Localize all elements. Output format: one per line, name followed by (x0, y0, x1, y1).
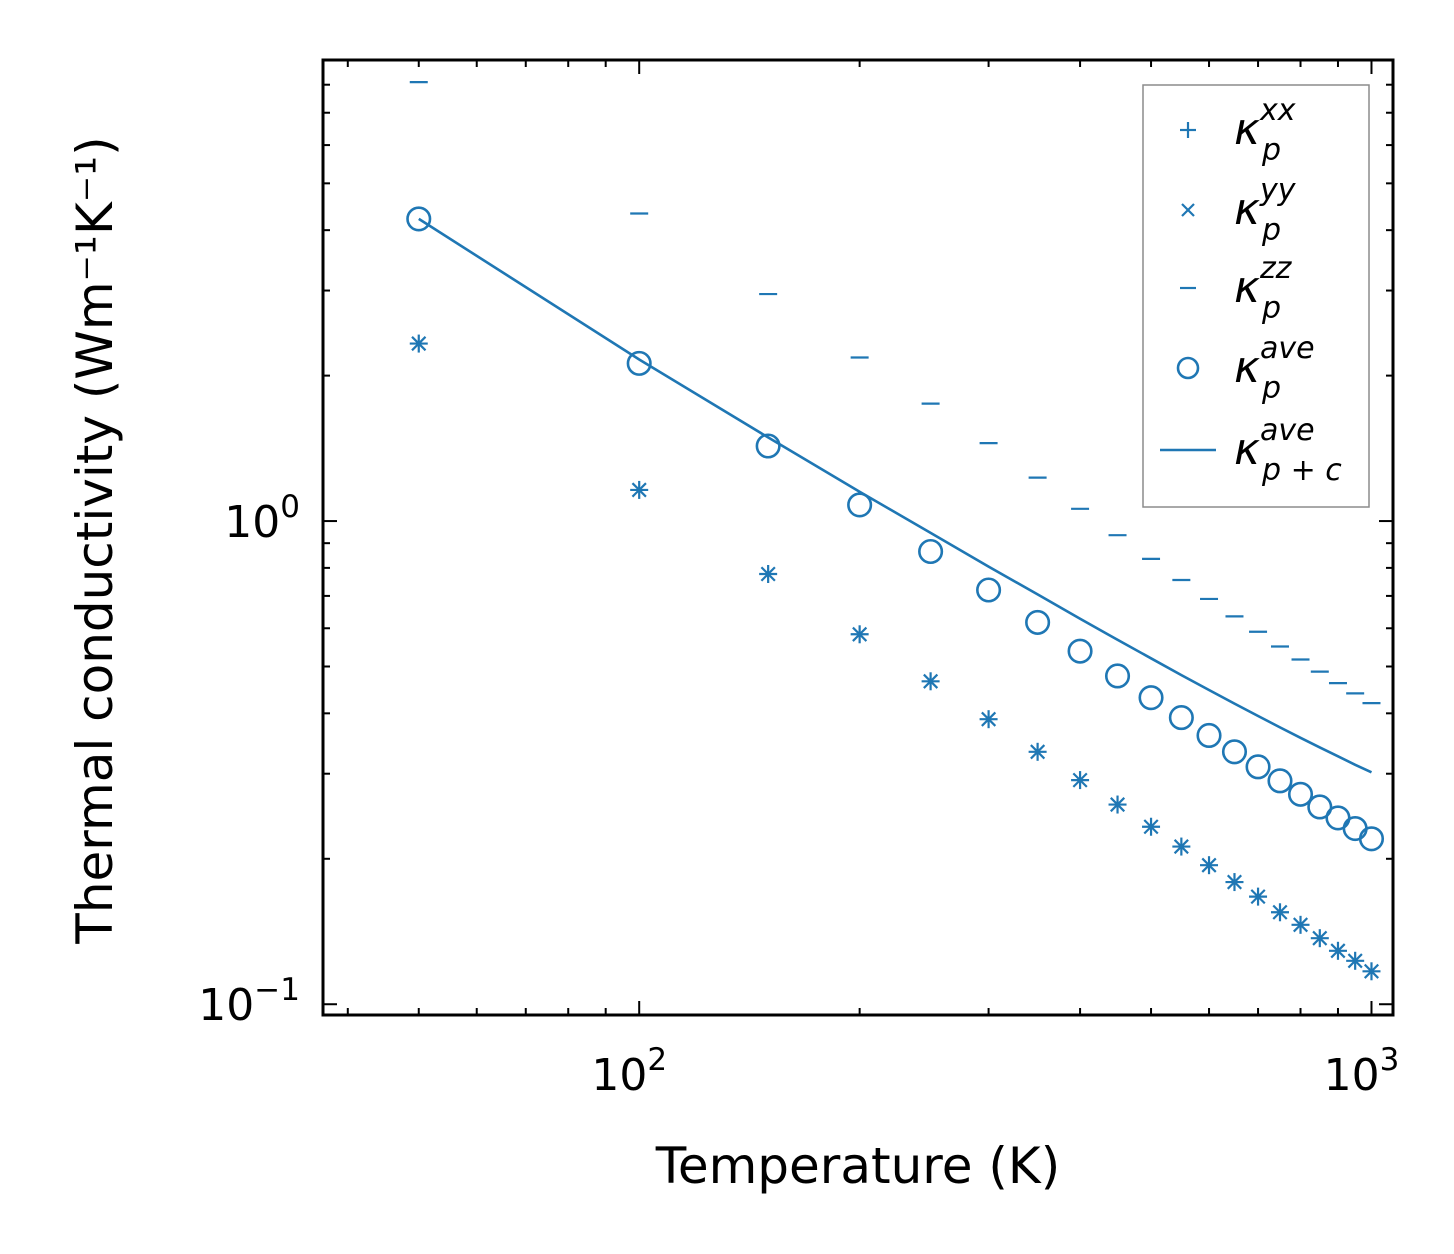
point-kappa_p_ave-350 (1025, 609, 1051, 635)
point-kappa_p_yy-700 (1250, 889, 1266, 905)
point-kappa_p_ave-950 (1342, 815, 1368, 842)
point-kappa_p_ave-850 (1307, 794, 1333, 820)
x-axis-label: Temperature (K) (655, 1137, 1060, 1195)
point-kappa_p_yy-450 (1110, 797, 1126, 813)
point-kappa_p_yy-600 (1201, 857, 1217, 873)
point-kappa_p_ave-100 (626, 350, 652, 376)
point-kappa_p_ave-400 (1067, 638, 1093, 664)
legend-marker-kappa_p_ave (1176, 356, 1200, 380)
y-axis-label: Thermal conductivity (Wm⁻¹K⁻¹) (66, 136, 124, 944)
point-kappa_p_yy-200 (852, 626, 868, 642)
y-tick-label: 100 (224, 489, 300, 548)
point-kappa_p_yy-750 (1272, 904, 1288, 920)
point-kappa_p_ave-700 (1245, 754, 1271, 780)
point-kappa_p_ave-750 (1267, 768, 1293, 794)
point-kappa_p_ave-600 (1196, 722, 1222, 748)
legend-item-kappa_p_zz: κzz p (1180, 251, 1293, 326)
point-kappa_p_yy-650 (1226, 874, 1243, 890)
data-marks (406, 81, 1385, 981)
point-kappa_p_yy-550 (1173, 839, 1189, 855)
point-kappa_p_ave-650 (1221, 739, 1248, 765)
point-kappa_p_ave-500 (1138, 685, 1164, 711)
point-kappa_p_ave-200 (847, 492, 873, 518)
x-tick-labels: 102 103 (591, 1042, 1399, 1101)
point-kappa_p_yy-400 (1072, 772, 1088, 788)
point-kappa_p_ave-800 (1287, 781, 1314, 807)
legend-frame (1142, 84, 1370, 508)
point-kappa_p_yy-500 (1143, 819, 1159, 835)
point-kappa_p_yy-50 (411, 336, 427, 352)
point-kappa_p_ave-250 (918, 538, 944, 565)
y-tick-label: 10−1 (198, 972, 300, 1031)
point-kappa_p_ave-150 (755, 433, 781, 459)
point-kappa_p_yy-350 (1030, 744, 1046, 760)
point-kappa_p_yy-100 (631, 482, 647, 498)
legend-item-kappa_p_ave: κave p (1176, 331, 1315, 406)
series-kappa_p_yy (411, 336, 1380, 979)
legend-label-kappa_p_ave: κave p (1234, 331, 1315, 406)
series-kappa_p_zz (409, 81, 1381, 705)
point-kappa_p_ave-450 (1104, 663, 1131, 689)
legend-marker-kappa_p_yy (1181, 203, 1195, 217)
point-kappa_p_ave-550 (1168, 705, 1194, 731)
point-kappa_p_yy-950 (1347, 953, 1363, 969)
point-kappa_p_ave-1000 (1358, 826, 1385, 852)
line-kappa_p+c_ave (418, 217, 1373, 774)
point-kappa_p_yy-800 (1292, 917, 1309, 933)
legend-item-kappa_p+c_ave: κave p + c (1160, 413, 1342, 488)
legend-label-kappa_p_yy: κyy p (1234, 173, 1297, 248)
legend-item-kappa_p_yy: κyy p (1181, 173, 1297, 248)
point-kappa_p_yy-900 (1330, 943, 1346, 959)
point-kappa_p_yy-300 (981, 711, 997, 727)
point-kappa_p_yy-1000 (1363, 963, 1380, 979)
series-kappa_p_ave (406, 206, 1385, 852)
x-tick-label: 103 (1324, 1042, 1400, 1101)
series-kappa_p+c_ave (418, 217, 1373, 774)
point-kappa_p_yy-150 (760, 566, 776, 582)
legend-label-kappa_p_xx: κxx p (1234, 93, 1296, 168)
plot-frame (321, 58, 1395, 1017)
legend-marker-kappa_p_xx (1180, 122, 1196, 138)
y-tick-labels: 10−1 100 (198, 489, 300, 1031)
legend-label-kappa_p+c_ave: κave p + c (1234, 413, 1342, 488)
point-kappa_p_yy-250 (923, 673, 939, 689)
legend-label-kappa_p_zz: κzz p (1234, 251, 1293, 326)
point-kappa_p_ave-300 (976, 577, 1002, 603)
point-kappa_p_ave-50 (406, 206, 432, 232)
point-kappa_p_yy-850 (1312, 930, 1328, 946)
x-tick-label: 102 (591, 1042, 667, 1101)
legend-item-kappa_p_xx: κxx p (1180, 93, 1296, 168)
point-kappa_p_ave-900 (1325, 805, 1351, 831)
